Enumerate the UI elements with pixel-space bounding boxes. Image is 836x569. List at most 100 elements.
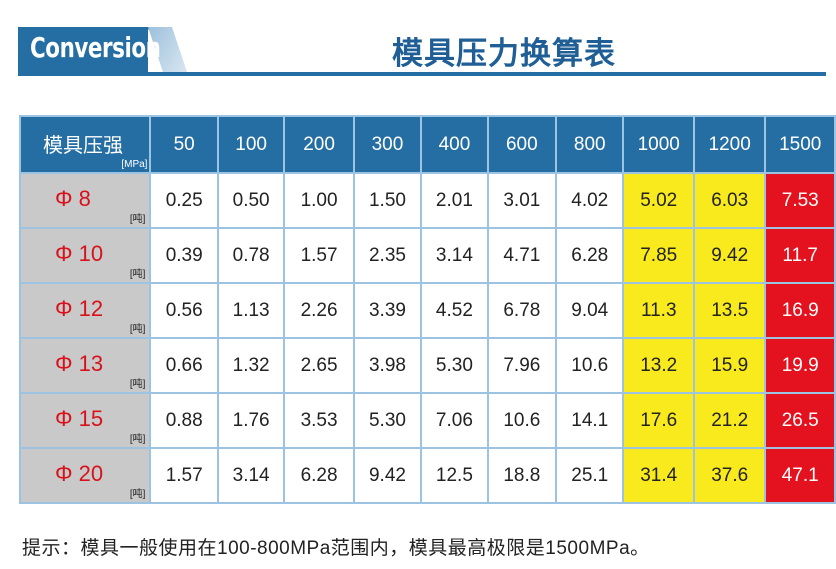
banner-diagonal bbox=[120, 27, 150, 75]
table-cell: 5.02 bbox=[622, 172, 695, 229]
table-cell: 37.6 bbox=[692, 447, 767, 504]
table-cell: 1.57 bbox=[149, 447, 219, 504]
table-cell: 14.1 bbox=[555, 392, 625, 449]
column-header: 400 bbox=[420, 115, 489, 174]
table-cell: 11.3 bbox=[622, 282, 695, 339]
table-cell: 5.30 bbox=[420, 337, 489, 394]
table-cell: 19.9 bbox=[764, 337, 836, 394]
table-cell: 5.30 bbox=[352, 392, 423, 449]
table-cell: 6.28 bbox=[283, 447, 355, 504]
table-cell: 10.6 bbox=[555, 337, 625, 394]
table-row: Φ 8 [吨] 0.25 0.50 1.00 1.50 2.01 3.01 4.02 5.02 6.… bbox=[18, 172, 836, 229]
column-header: 1500 bbox=[764, 115, 836, 174]
table-cell: 0.50 bbox=[216, 172, 286, 229]
row-header: Φ 13 [吨] bbox=[18, 337, 152, 394]
table-cell: 21.2 bbox=[692, 392, 767, 449]
table-cell: 0.56 bbox=[149, 282, 219, 339]
table-cell: 18.8 bbox=[486, 447, 558, 504]
table-cell: 0.25 bbox=[149, 172, 219, 229]
table-cell: 7.06 bbox=[420, 392, 489, 449]
row-header: Φ 8 [吨] bbox=[18, 172, 152, 229]
table-cell: 3.14 bbox=[216, 447, 286, 504]
diameter-label: Φ 20 bbox=[55, 461, 104, 486]
table-cell: 7.85 bbox=[622, 227, 695, 284]
table-cell: 4.52 bbox=[420, 282, 489, 339]
column-header: 50 bbox=[149, 115, 219, 174]
table-row: Φ 10 [吨] 0.39 0.78 1.57 2.35 3.14 4.71 6.28 7.85 9… bbox=[18, 227, 836, 284]
table-cell: 16.9 bbox=[764, 282, 836, 339]
row-unit: [吨] bbox=[129, 324, 146, 335]
table-cell: 47.1 bbox=[764, 447, 836, 504]
corner-label: 模具压强 bbox=[43, 135, 123, 157]
row-header: Φ 10 [吨] bbox=[18, 227, 152, 284]
header-divider bbox=[18, 72, 826, 76]
row-unit: [吨] bbox=[129, 269, 146, 280]
table-cell: 2.26 bbox=[283, 282, 355, 339]
table-cell: 13.2 bbox=[622, 337, 695, 394]
table-cell: 4.71 bbox=[486, 227, 558, 284]
conversion-table: 模具压强 [MPa] 50 100 200 300 400 600 800 1000 1200 1… bbox=[18, 115, 836, 504]
table-row: Φ 13 [吨] 0.66 1.32 2.65 3.98 5.30 7.96 10.6 13.2 1… bbox=[18, 337, 836, 394]
row-unit: [吨] bbox=[129, 434, 146, 445]
table-cell: 17.6 bbox=[622, 392, 695, 449]
column-header: 100 bbox=[216, 115, 286, 174]
table-cell: 0.88 bbox=[149, 392, 219, 449]
table-row: Φ 15 [吨] 0.88 1.76 3.53 5.30 7.06 10.6 14.1 17.6 2… bbox=[18, 392, 836, 449]
table-cell: 1.57 bbox=[283, 227, 355, 284]
table-cell: 3.53 bbox=[283, 392, 355, 449]
column-header: 800 bbox=[555, 115, 625, 174]
diameter-label: Φ 10 bbox=[55, 241, 104, 266]
table-cell: 11.7 bbox=[764, 227, 836, 284]
table-cell: 2.35 bbox=[352, 227, 423, 284]
diameter-label: Φ 13 bbox=[55, 351, 104, 376]
table-cell: 26.5 bbox=[764, 392, 836, 449]
table-cell: 1.32 bbox=[216, 337, 286, 394]
table-cell: 1.00 bbox=[283, 172, 355, 229]
row-unit: [吨] bbox=[129, 214, 146, 225]
table-cell: 1.13 bbox=[216, 282, 286, 339]
row-header: Φ 12 [吨] bbox=[18, 282, 152, 339]
table-cell: 0.39 bbox=[149, 227, 219, 284]
table-cell: 9.42 bbox=[692, 227, 767, 284]
table-row: Φ 20 [吨] 1.57 3.14 6.28 9.42 12.5 18.8 25.1 31.4 3… bbox=[18, 447, 836, 504]
diameter-label: Φ 8 bbox=[55, 186, 91, 211]
table-cell: 13.5 bbox=[692, 282, 767, 339]
table-cell: 7.96 bbox=[486, 337, 558, 394]
table-cell: 3.39 bbox=[352, 282, 423, 339]
table-cell: 6.03 bbox=[692, 172, 767, 229]
table-row: Φ 12 [吨] 0.56 1.13 2.26 3.39 4.52 6.78 9.04 11.3 1… bbox=[18, 282, 836, 339]
column-header: 300 bbox=[352, 115, 423, 174]
table-cell: 9.42 bbox=[352, 447, 423, 504]
footnote: 提示：模具一般使用在100-800MPa范围内，模具最高极限是1500MPa。 bbox=[22, 538, 650, 559]
table-cell: 0.66 bbox=[149, 337, 219, 394]
column-header: 200 bbox=[283, 115, 355, 174]
table-cell: 7.53 bbox=[764, 172, 836, 229]
table-cell: 10.6 bbox=[486, 392, 558, 449]
column-header: 1000 bbox=[622, 115, 695, 174]
row-header: Φ 15 [吨] bbox=[18, 392, 152, 449]
diameter-label: Φ 15 bbox=[55, 406, 104, 431]
table-cell: 6.78 bbox=[486, 282, 558, 339]
corner-unit: [MPa] bbox=[121, 159, 148, 170]
table-cell: 12.5 bbox=[420, 447, 489, 504]
banner-label: Conversion bbox=[30, 31, 161, 64]
corner-header: 模具压强 [MPa] bbox=[18, 115, 152, 174]
row-header: Φ 20 [吨] bbox=[18, 447, 152, 504]
table-cell: 1.76 bbox=[216, 392, 286, 449]
row-unit: [吨] bbox=[129, 379, 146, 390]
table-cell: 3.98 bbox=[352, 337, 423, 394]
table-cell: 3.01 bbox=[486, 172, 558, 229]
table-cell: 31.4 bbox=[622, 447, 695, 504]
table-cell: 0.78 bbox=[216, 227, 286, 284]
table-cell: 9.04 bbox=[555, 282, 625, 339]
column-header: 600 bbox=[486, 115, 558, 174]
table-cell: 25.1 bbox=[555, 447, 625, 504]
table-cell: 2.65 bbox=[283, 337, 355, 394]
table-cell: 1.50 bbox=[352, 172, 423, 229]
table-cell: 2.01 bbox=[420, 172, 489, 229]
table-cell: 15.9 bbox=[692, 337, 767, 394]
header-row: 模具压强 [MPa] 50 100 200 300 400 600 800 1000 1200 1… bbox=[18, 115, 836, 174]
row-unit: [吨] bbox=[129, 489, 146, 500]
page-title: 模具压力换算表 bbox=[392, 36, 616, 71]
table-cell: 4.02 bbox=[555, 172, 625, 229]
